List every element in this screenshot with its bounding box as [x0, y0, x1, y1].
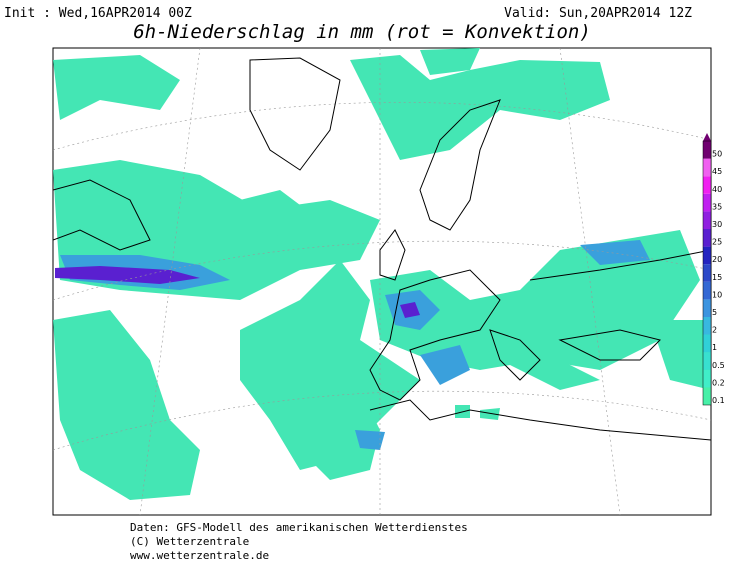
legend-swatch	[703, 141, 711, 159]
map-title: 6h-Niederschlag in mm (rot = Konvektion)	[133, 21, 591, 43]
legend-label: 15	[712, 273, 722, 282]
legend-arrow	[703, 133, 711, 141]
legend-label: 2	[712, 326, 717, 335]
legend-label: 25	[712, 238, 722, 247]
legend-frame	[702, 140, 712, 406]
legend-label: 40	[712, 185, 722, 194]
legend-swatch	[703, 299, 711, 317]
legend-label: 1	[712, 343, 717, 352]
legend-swatch	[703, 158, 711, 177]
legend-label: 50	[712, 150, 722, 159]
map	[52, 47, 712, 516]
init-time: Init : Wed,16APR2014 00Z	[4, 6, 192, 21]
legend-label: 45	[712, 167, 722, 176]
footer-line: Daten: GFS-Modell des amerikanischen Wet…	[130, 521, 468, 534]
precipitation-extreme	[55, 266, 420, 318]
legend-label: 35	[712, 202, 722, 211]
coastlines	[53, 57, 711, 441]
legend-label: 30	[712, 220, 722, 229]
legend-swatch	[703, 229, 711, 247]
graticule	[53, 48, 711, 515]
legend-label: 10	[712, 290, 722, 299]
legend-label: 5	[712, 308, 717, 317]
legend-swatch	[703, 246, 711, 265]
legend-swatch	[703, 317, 711, 335]
footer-line: (C) Wetterzentrale	[130, 535, 249, 548]
legend-swatch	[703, 369, 711, 388]
legend-swatch	[703, 176, 711, 194]
legend-swatch	[703, 334, 711, 353]
legend-swatch	[703, 352, 711, 370]
legend-label: 20	[712, 255, 722, 264]
legend-swatch	[703, 264, 711, 282]
precipitation	[53, 48, 711, 500]
legend-swatch	[703, 387, 711, 405]
legend-swatch	[703, 211, 711, 229]
legend-swatch	[703, 281, 711, 300]
legend-swatch	[703, 193, 711, 212]
legend-label: 0.5	[712, 361, 725, 370]
legend-label: 0.1	[712, 396, 725, 405]
legend-label: 0.2	[712, 378, 725, 387]
valid-time: Valid: Sun,20APR2014 12Z	[504, 6, 692, 21]
footer-line: www.wetterzentrale.de	[130, 549, 269, 562]
